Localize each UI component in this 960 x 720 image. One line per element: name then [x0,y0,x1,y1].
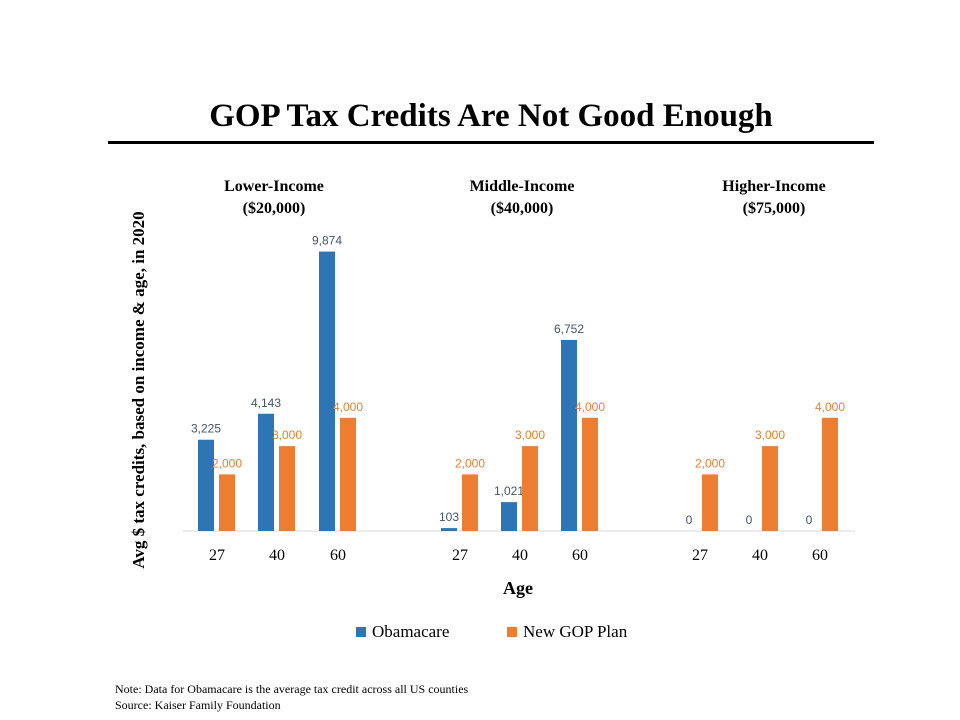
legend-item-gop-plan: New GOP Plan [507,622,627,642]
bar [822,417,838,531]
legend-label: Obamacare [372,622,450,641]
bar [198,439,214,531]
data-label: 1,021 [494,484,524,498]
bar [702,474,718,531]
bar [258,413,274,531]
bar [319,251,335,531]
data-label: 2,000 [212,456,242,470]
group-title-higher-income: Higher-Income ($75,000) [674,176,874,220]
data-label: 4,000 [815,400,845,414]
x-tick-label: 40 [512,547,528,564]
chart-title: GOP Tax Credits Are Not Good Enough [209,98,773,134]
data-label: 4,000 [575,400,605,414]
group-title-lower-income: Lower-Income ($20,000) [174,176,374,220]
bar [501,502,517,531]
legend-item-obamacare: Obamacare [356,622,449,642]
data-label: 2,000 [455,456,485,470]
data-label: 4,000 [333,400,363,414]
chart-marks: 3,225 2,000 27 4,143 3,000 40 9,874 4,000 60 103 2… [191,234,845,564]
data-label: 2,000 [695,456,725,470]
bar [762,446,778,531]
bar [219,474,235,531]
source-note: Source: Kaiser Family Foundation [115,698,281,712]
legend-swatch-gop-plan [507,627,517,637]
footnote: Note: Data for Obamacare is the average … [115,682,469,696]
data-label: 3,225 [191,422,221,436]
group-title-line: Middle-Income [469,178,575,195]
data-label: 103 [439,510,459,524]
bar [582,417,598,531]
x-tick-label: 40 [752,547,768,564]
bar [441,528,457,531]
legend-swatch-obamacare [356,627,366,637]
x-tick-label: 27 [692,547,708,564]
bar [340,417,356,531]
bar [522,446,538,531]
x-tick-label: 27 [452,547,468,564]
group-subtitle-line: ($20,000) [242,200,306,217]
data-label: 9,874 [312,234,342,248]
x-tick-label: 60 [572,547,588,564]
data-label: 4,143 [251,396,281,410]
bar [279,446,295,531]
x-tick-label: 60 [330,547,346,564]
group-title-line: Higher-Income [722,178,826,195]
group-subtitle-line: ($75,000) [742,200,806,217]
data-label: 0 [806,513,813,527]
x-axis-label: Age [503,578,533,598]
bar [561,339,577,531]
data-label: 0 [746,513,753,527]
data-label: 3,000 [272,428,302,442]
data-label: 0 [686,513,693,527]
group-title-middle-income: Middle-Income ($40,000) [422,176,622,220]
legend-label: New GOP Plan [523,622,628,641]
group-title-line: Lower-Income [224,178,324,195]
data-label: 3,000 [755,428,785,442]
x-tick-label: 60 [812,547,828,564]
x-tick-label: 40 [269,547,285,564]
group-subtitle-line: ($40,000) [490,200,554,217]
bar [462,474,478,531]
data-label: 3,000 [515,428,545,442]
x-tick-label: 27 [209,547,225,564]
title-underline [108,141,874,144]
data-label: 6,752 [554,322,584,336]
